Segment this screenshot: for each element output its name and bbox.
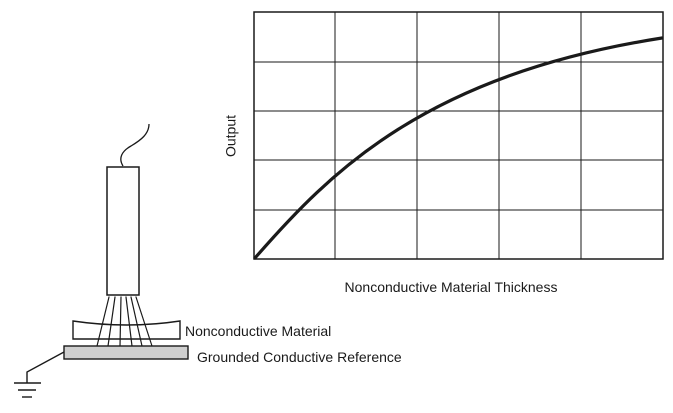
probe-cable (120, 123, 150, 167)
field-line (119, 296, 122, 347)
field-line (135, 296, 153, 347)
field-line (125, 296, 133, 347)
output-curve (253, 36, 664, 260)
capacitive-probe (106, 166, 140, 296)
conductive-reference-plate (63, 345, 189, 360)
output-graph: Output Nonconductive Material Thickness (223, 11, 664, 295)
graph-frame (253, 11, 664, 260)
field-lines (96, 296, 153, 347)
grounded-reference-label: Grounded Conductive Reference (197, 349, 402, 365)
nonconductive-material-label: Nonconductive Material (185, 323, 331, 339)
ground-symbol-icon (14, 382, 41, 398)
x-axis-label: Nonconductive Material Thickness (345, 279, 558, 295)
nonconductive-material (72, 320, 181, 340)
field-line (130, 296, 143, 347)
field-line (107, 296, 116, 347)
y-axis-label: Output (223, 115, 239, 157)
field-line (96, 296, 110, 347)
sensor-apparatus: Nonconductive Material Grounded Conducti… (14, 123, 402, 398)
ground-wire (26, 351, 65, 383)
